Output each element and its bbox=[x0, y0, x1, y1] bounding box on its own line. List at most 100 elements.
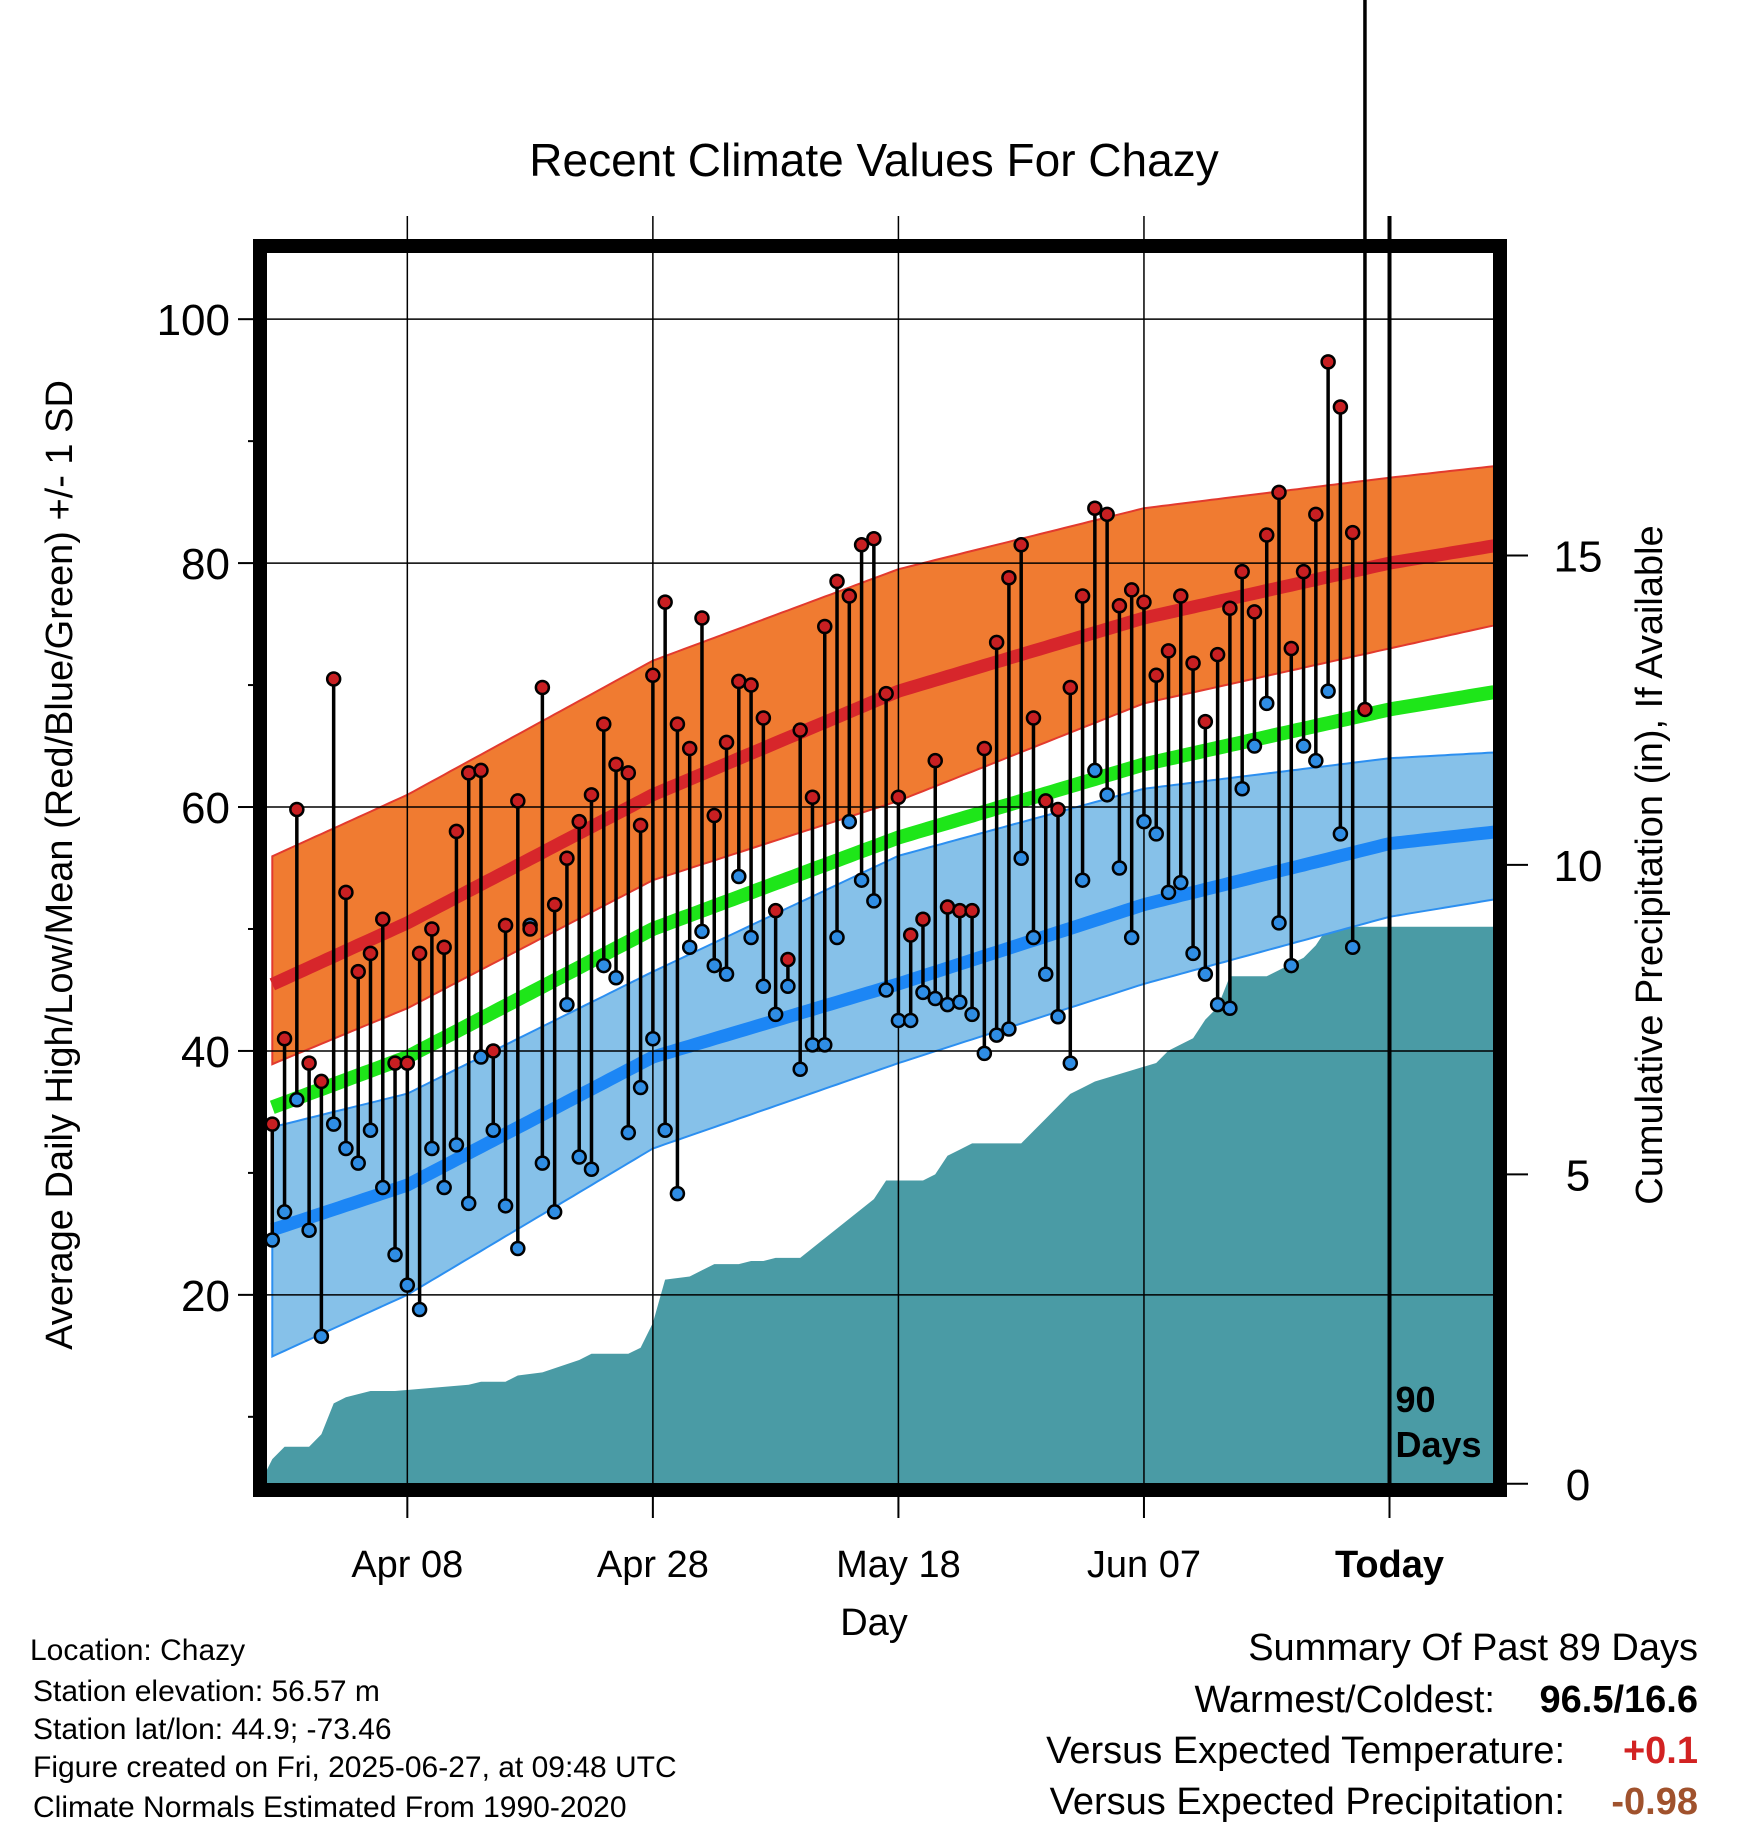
today-days-number: 90 bbox=[1396, 1379, 1436, 1420]
daily-low-point bbox=[1173, 874, 1189, 891]
daily-low-point bbox=[964, 1006, 980, 1023]
daily-low-point bbox=[313, 1328, 330, 1345]
daily-high-point bbox=[755, 710, 772, 726]
daily-high-point bbox=[596, 716, 612, 732]
daily-high-point bbox=[1160, 643, 1177, 659]
daily-high-point bbox=[571, 813, 587, 830]
daily-low-point bbox=[534, 1155, 551, 1171]
daily-high-point bbox=[1050, 801, 1066, 818]
daily-high-point bbox=[313, 1073, 330, 1090]
daily-low-point bbox=[866, 893, 882, 909]
daily-high-point bbox=[1320, 354, 1336, 370]
daily-low-point bbox=[1344, 939, 1361, 956]
daily-high-point bbox=[939, 899, 956, 915]
daily-high-point bbox=[1037, 793, 1054, 809]
summary-heading: Summary Of Past 89 Days bbox=[1248, 1627, 1698, 1669]
daily-low-point bbox=[325, 1116, 342, 1132]
daily-high-point bbox=[546, 896, 563, 913]
normals-note: Climate Normals Estimated From 1990-2020 bbox=[33, 1791, 627, 1824]
daily-high-point bbox=[853, 537, 870, 553]
daily-high-point bbox=[817, 618, 833, 635]
daily-low-point bbox=[706, 957, 723, 974]
daily-low-point bbox=[645, 1030, 661, 1047]
precip-vs-expected-value: -0.98 bbox=[1611, 1781, 1698, 1823]
daily-low-point bbox=[399, 1277, 416, 1293]
y-tick-label: 100 bbox=[157, 296, 230, 345]
daily-high-point bbox=[1332, 399, 1349, 415]
daily-high-point bbox=[1295, 563, 1312, 580]
daily-high-point bbox=[350, 963, 366, 980]
daily-high-point bbox=[620, 765, 637, 781]
daily-high-point bbox=[866, 530, 882, 547]
x-tick-label: Apr 28 bbox=[597, 1544, 709, 1586]
summary-panel: Summary Of Past 89 Days Warmest/Coldest:… bbox=[1046, 1627, 1698, 1823]
plot-frame bbox=[253, 239, 1507, 1497]
daily-low-point bbox=[1013, 850, 1029, 866]
daily-high-point bbox=[1209, 646, 1226, 663]
daily-low-point bbox=[927, 990, 943, 1007]
daily-low-point bbox=[1246, 738, 1263, 754]
daily-low-point bbox=[350, 1155, 366, 1171]
daily-low-point bbox=[829, 929, 845, 946]
daily-low-point bbox=[878, 982, 894, 998]
chart-title: Recent Climate Values For Chazy bbox=[529, 134, 1218, 186]
daily-high-point bbox=[497, 917, 514, 934]
daily-high-point bbox=[301, 1055, 317, 1071]
daily-low-point bbox=[571, 1149, 587, 1165]
station-info: Location: Chazy Station elevation: 56.57… bbox=[30, 1634, 677, 1824]
daily-high-point bbox=[1258, 527, 1275, 543]
daily-low-point bbox=[362, 1122, 379, 1138]
daily-low-point bbox=[780, 978, 796, 995]
daily-low-point bbox=[1258, 695, 1275, 712]
daily-low-point bbox=[1037, 966, 1054, 982]
daily-low-point bbox=[387, 1246, 403, 1263]
daily-low-point bbox=[657, 1122, 673, 1138]
daily-high-point bbox=[1173, 588, 1189, 604]
daily-low-point bbox=[1111, 860, 1128, 876]
daily-high-point bbox=[1062, 679, 1079, 696]
y-axis-label: Average Daily High/Low/Mean (Red/Blue/Gr… bbox=[39, 380, 81, 1350]
daily-low-point bbox=[497, 1198, 514, 1214]
daily-low-point bbox=[731, 868, 747, 885]
daily-high-point bbox=[424, 921, 440, 937]
daily-high-point bbox=[988, 634, 1005, 651]
daily-high-point bbox=[657, 594, 673, 610]
daily-low-point bbox=[485, 1122, 502, 1138]
y2-tick-label: 10 bbox=[1554, 842, 1603, 891]
daily-low-point bbox=[1050, 1009, 1066, 1025]
daily-high-point bbox=[1344, 524, 1361, 541]
x-tick-label: Today bbox=[1335, 1544, 1444, 1586]
daily-high-point bbox=[1246, 604, 1263, 620]
station-elevation: Station elevation: 56.57 m bbox=[33, 1675, 380, 1708]
x-axis-label: Day bbox=[840, 1602, 908, 1644]
daily-high-point bbox=[976, 740, 993, 757]
daily-low-point bbox=[841, 813, 858, 830]
daily-low-point bbox=[915, 984, 931, 1001]
daily-high-point bbox=[1357, 701, 1373, 718]
daily-low-point bbox=[1197, 966, 1214, 982]
daily-low-point bbox=[510, 1240, 526, 1257]
daily-high-point bbox=[1136, 594, 1152, 610]
daily-low-point bbox=[424, 1140, 440, 1157]
daily-low-point bbox=[583, 1161, 600, 1177]
daily-low-point bbox=[694, 923, 710, 940]
daily-low-point bbox=[276, 1204, 293, 1220]
daily-low-point bbox=[264, 1232, 281, 1248]
daily-low-point bbox=[817, 1037, 833, 1053]
figure-created: Figure created on Fri, 2025-06-27, at 09… bbox=[33, 1751, 677, 1784]
daily-low-point bbox=[1099, 787, 1115, 803]
daily-high-point bbox=[890, 789, 907, 806]
daily-high-point bbox=[645, 667, 661, 684]
daily-low-point bbox=[620, 1124, 637, 1141]
daily-low-point bbox=[755, 978, 772, 995]
daily-high-point bbox=[915, 911, 931, 927]
daily-high-point bbox=[460, 765, 477, 781]
daily-high-point bbox=[559, 850, 575, 866]
daily-high-point bbox=[338, 884, 354, 901]
daily-high-point bbox=[632, 817, 649, 834]
daily-high-point bbox=[1111, 598, 1128, 614]
daily-high-point bbox=[841, 588, 858, 604]
daily-high-point bbox=[902, 927, 919, 943]
